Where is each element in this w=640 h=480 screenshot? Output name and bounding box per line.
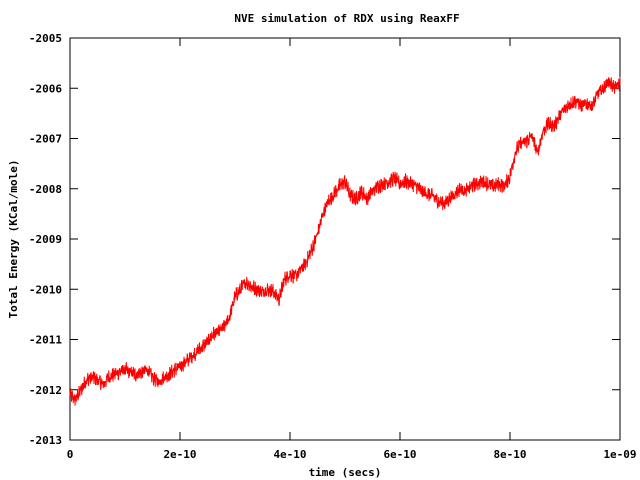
y-tick-labels: -2013 -2012 -2011 -2010 -2009 -2008 -2007 -2006… [29, 32, 62, 447]
x-axis-label: time (secs) [309, 466, 382, 479]
chart-title: NVE simulation of RDX using ReaxFF [234, 12, 459, 25]
x-tick-label: 8e-10 [493, 448, 526, 461]
x-tick-label: 6e-10 [383, 448, 416, 461]
x-tick-label: 1e-09 [603, 448, 636, 461]
axis-ticks [69, 37, 621, 441]
series-line [69, 77, 621, 406]
y-tick-label: -2013 [29, 434, 62, 447]
x-tick-labels: 0 2e-10 4e-10 6e-10 8e-10 1e-09 [67, 448, 637, 461]
y-tick-label: -2006 [29, 82, 62, 95]
plot-border [69, 37, 621, 441]
y-tick-label: -2005 [29, 32, 62, 45]
x-tick-label: 4e-10 [273, 448, 306, 461]
x-tick-label: 2e-10 [163, 448, 196, 461]
y-tick-label: -2009 [29, 233, 62, 246]
y-tick-label: -2011 [29, 334, 62, 347]
x-tick-label: 0 [67, 448, 74, 461]
y-tick-label: -2007 [29, 133, 62, 146]
y-tick-label: -2012 [29, 384, 62, 397]
y-tick-label: -2010 [29, 283, 62, 296]
plot-area [69, 37, 621, 441]
y-axis-label: Total Energy (KCal/mole) [7, 160, 20, 319]
y-tick-label: -2008 [29, 183, 62, 196]
series-group [69, 77, 621, 406]
